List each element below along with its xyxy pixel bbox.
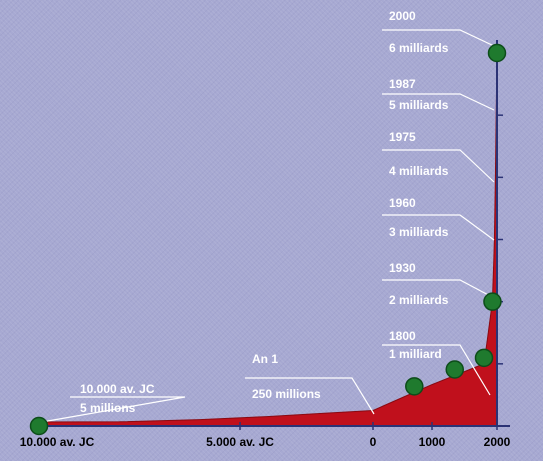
annotation-population-4: 2 milliards: [389, 293, 449, 307]
annotation-population-6: 4 milliards: [389, 164, 449, 178]
annotation-leader-3: [382, 344, 491, 396]
data-point-marker-5: [483, 292, 502, 311]
data-point-marker-2: [405, 377, 424, 396]
data-point-marker-6: [487, 43, 507, 63]
annotation-year-4: 1930: [389, 261, 416, 275]
annotation-population-2: 250 millions: [252, 387, 321, 401]
annotation-leader-7: [382, 93, 495, 111]
annotation-leader-4: [382, 279, 495, 299]
data-point-marker-1: [29, 416, 49, 436]
annotation-year-3: 1800: [389, 329, 416, 343]
x-tick-label-4: 1000: [419, 435, 446, 449]
annotation-leader-2: [245, 377, 375, 415]
annotation-year-7: 1987: [389, 77, 416, 91]
annotation-leader-6: [382, 149, 495, 183]
x-tick-label-5: 2000: [484, 435, 511, 449]
annotation-population-3: 1 milliard: [389, 347, 442, 361]
population-area: [38, 52, 498, 427]
annotation-year-2: An 1: [252, 352, 278, 366]
annotation-year-1: 10.000 av. JC: [80, 382, 155, 396]
data-point-marker-3: [445, 360, 464, 379]
data-point-marker-4: [474, 348, 494, 368]
annotation-population-1: 5 millions: [80, 401, 136, 415]
x-tick-label-2: 5.000 av. JC: [206, 435, 274, 449]
annotation-year-6: 1975: [389, 130, 416, 144]
annotation-leader-8: [382, 29, 495, 47]
annotation-leader-1: [41, 396, 186, 423]
x-tick-label-3: 0: [370, 435, 377, 449]
annotation-population-7: 5 milliards: [389, 98, 449, 112]
x-tick-label-1: 10.000 av. JC: [20, 435, 95, 449]
annotation-year-8: 2000: [389, 9, 416, 23]
annotation-leader-5: [382, 214, 495, 241]
annotation-population-8: 6 milliards: [389, 41, 449, 55]
annotation-year-5: 1960: [389, 196, 416, 210]
annotation-population-5: 3 milliards: [389, 225, 449, 239]
